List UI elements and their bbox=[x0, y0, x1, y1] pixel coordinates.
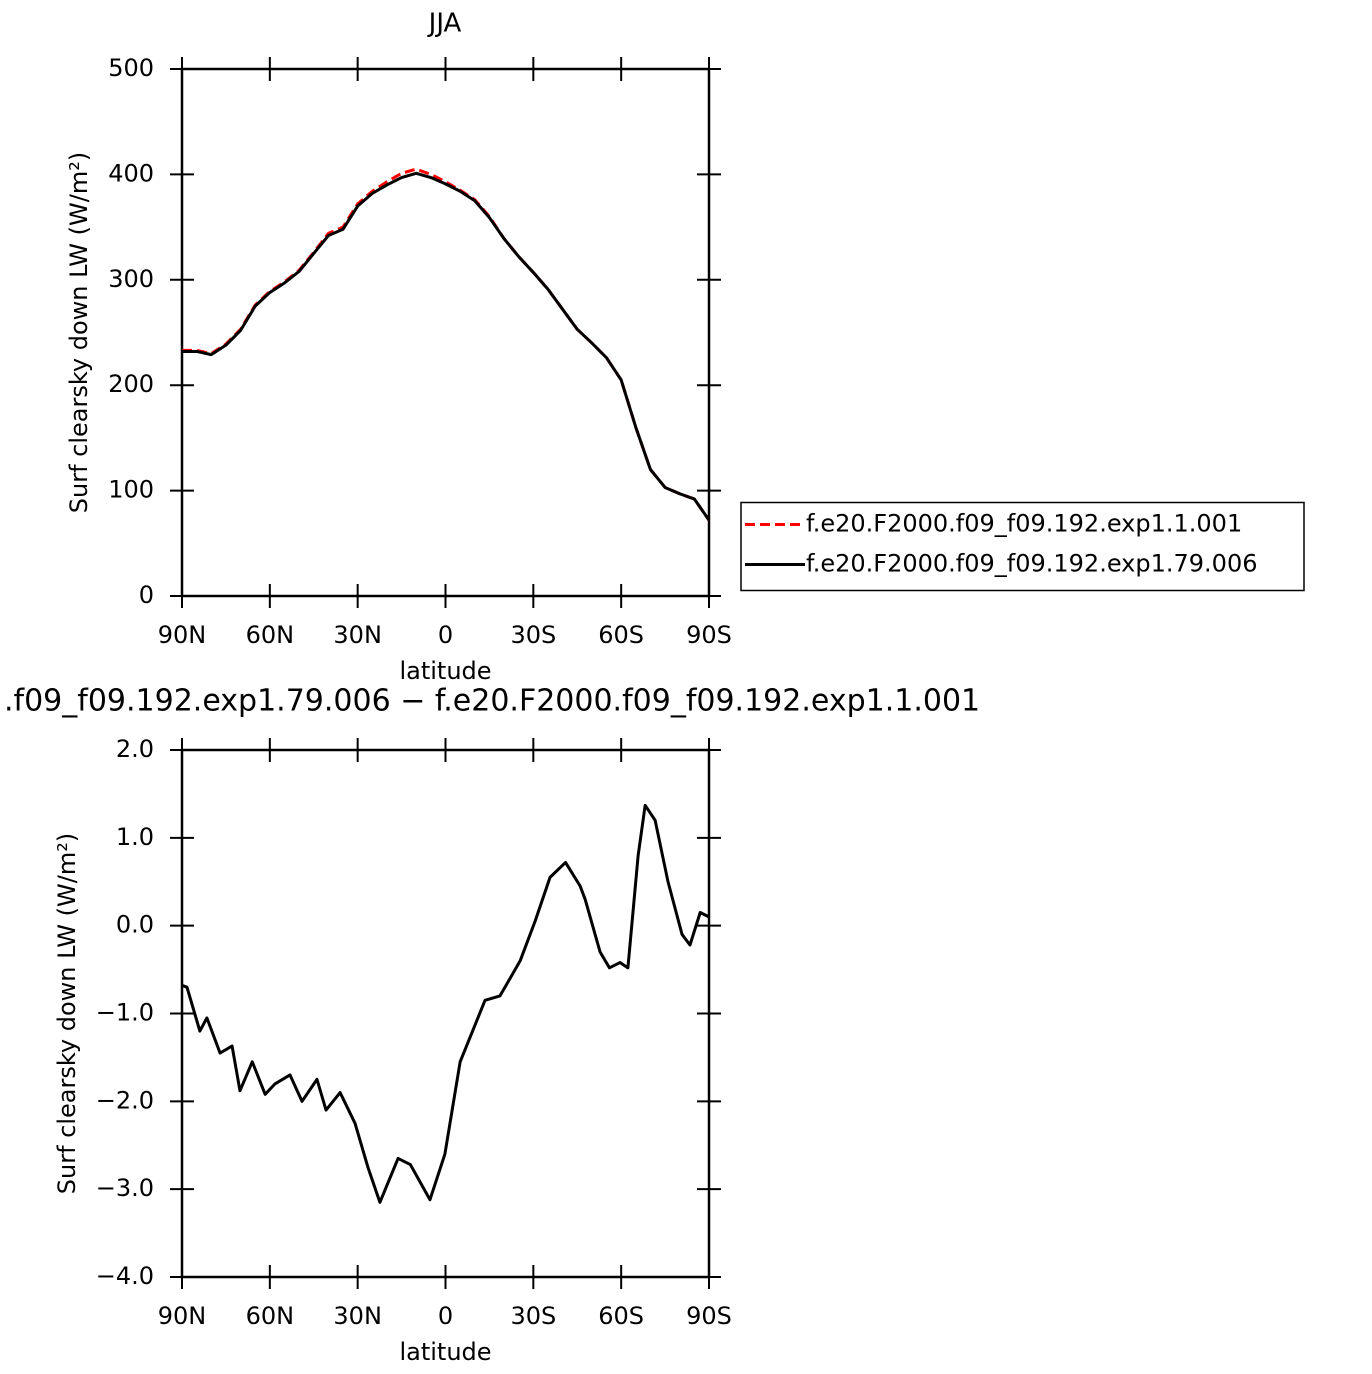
y-tick-label: 0 bbox=[139, 581, 154, 609]
legend-box bbox=[740, 501, 1305, 592]
x-tick-label: 90S bbox=[686, 621, 732, 649]
y-tick-label: 1.0 bbox=[116, 823, 154, 851]
y-tick-label: 2.0 bbox=[116, 735, 154, 763]
y-tick-label: −1.0 bbox=[96, 999, 154, 1027]
y-tick-label: 0.0 bbox=[116, 911, 154, 939]
x-tick-label: 60S bbox=[598, 621, 644, 649]
x-tick-label: 30N bbox=[333, 621, 382, 649]
x-axis-label: latitude bbox=[399, 657, 491, 685]
y-axis-label: Surf clearsky down LW (W/m²) bbox=[53, 833, 81, 1194]
x-tick-label: 30N bbox=[333, 1302, 382, 1330]
y-tick-label: 100 bbox=[108, 476, 154, 504]
x-tick-label: 30S bbox=[510, 1302, 556, 1330]
x-tick-label: 0 bbox=[438, 621, 453, 649]
x-tick-label: 90S bbox=[686, 1302, 732, 1330]
chart-title: .f09_f09.192.exp1.79.006 − f.e20.F2000.f… bbox=[4, 684, 980, 719]
x-tick-label: 60N bbox=[246, 621, 295, 649]
y-tick-label: 500 bbox=[108, 54, 154, 82]
x-tick-label: 0 bbox=[438, 1302, 453, 1330]
x-tick-label: 90N bbox=[158, 621, 207, 649]
y-tick-label: 300 bbox=[108, 265, 154, 293]
y-tick-label: −2.0 bbox=[96, 1086, 154, 1114]
y-tick-label: −4.0 bbox=[96, 1262, 154, 1290]
legend-label: f.e20.F2000.f09_f09.192.exp1.79.006 bbox=[806, 550, 1257, 578]
data-line bbox=[181, 803, 710, 1204]
data-line bbox=[182, 167, 711, 521]
x-axis-label: latitude bbox=[399, 1338, 491, 1366]
x-tick-label: 60N bbox=[246, 1302, 295, 1330]
y-tick-label: −3.0 bbox=[96, 1174, 154, 1202]
y-tick-label: 200 bbox=[108, 370, 154, 398]
legend-label: f.e20.F2000.f09_f09.192.exp1.1.001 bbox=[806, 510, 1242, 538]
data-line bbox=[182, 171, 711, 521]
plot-frame bbox=[180, 748, 711, 1279]
chart-title: JJA bbox=[427, 9, 462, 39]
y-axis-label: Surf clearsky down LW (W/m²) bbox=[65, 152, 93, 513]
plot-frame bbox=[180, 67, 711, 598]
y-tick-label: 400 bbox=[108, 159, 154, 187]
x-tick-label: 90N bbox=[158, 1302, 207, 1330]
x-tick-label: 60S bbox=[598, 1302, 644, 1330]
x-tick-label: 30S bbox=[510, 621, 556, 649]
